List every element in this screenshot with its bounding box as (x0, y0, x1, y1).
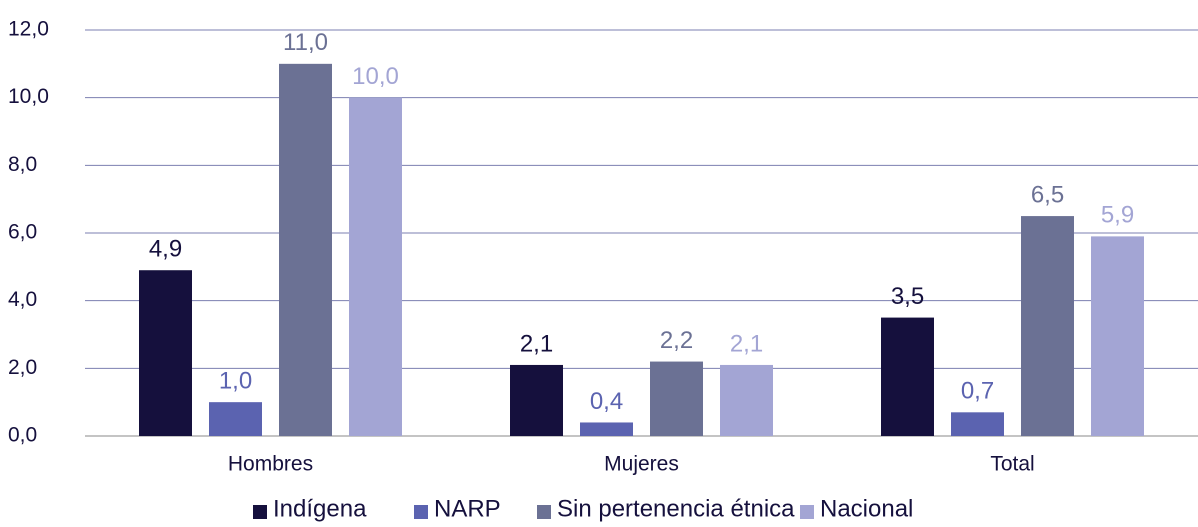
y-tick-label: 0,0 (8, 424, 37, 447)
bar (881, 317, 934, 436)
legend-swatch (253, 505, 267, 519)
value-label: 2,2 (660, 327, 693, 354)
bar (209, 402, 262, 436)
y-tick-label: 2,0 (8, 356, 37, 379)
bar (139, 270, 192, 436)
value-label: 4,9 (149, 236, 182, 263)
y-tick-label: 10,0 (8, 85, 49, 108)
y-tick-label: 6,0 (8, 221, 37, 244)
value-label: 2,1 (520, 330, 553, 357)
y-tick-label: 8,0 (8, 153, 37, 176)
legend-label: NARP (434, 495, 501, 522)
bar (1091, 236, 1144, 436)
legend-swatch (800, 505, 814, 519)
value-label: 5,9 (1101, 202, 1134, 229)
x-tick-label: Mujeres (604, 453, 679, 476)
legend-label: Sin pertenencia étnica (557, 495, 795, 522)
legend-label: Nacional (820, 495, 913, 522)
x-tick-label: Hombres (228, 453, 313, 476)
bar (279, 63, 332, 436)
value-label: 11,0 (283, 29, 328, 56)
y-tick-label: 4,0 (8, 288, 37, 311)
y-tick-label: 12,0 (8, 18, 49, 41)
legend-label: Indígena (273, 495, 367, 522)
bar (510, 364, 563, 436)
bar (951, 412, 1004, 436)
bar (650, 361, 703, 436)
x-tick-label: Total (990, 453, 1034, 476)
legend-swatch (414, 505, 428, 519)
value-label: 0,4 (590, 388, 623, 415)
value-label: 6,5 (1031, 181, 1064, 208)
legend-swatch (537, 505, 551, 519)
value-label: 2,1 (730, 330, 763, 357)
bar (580, 422, 633, 436)
bar (1021, 216, 1074, 436)
value-label: 3,5 (891, 283, 924, 310)
value-label: 0,7 (961, 378, 994, 405)
value-label: 10,0 (352, 63, 399, 90)
bar (349, 97, 402, 437)
value-label: 1,0 (219, 368, 252, 395)
bar (720, 364, 773, 436)
